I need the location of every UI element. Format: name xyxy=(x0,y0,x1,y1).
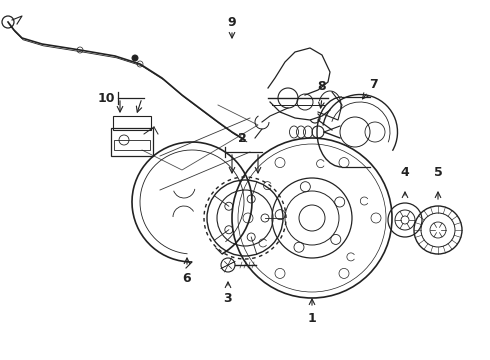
Bar xyxy=(114,140,150,150)
Text: 1: 1 xyxy=(308,311,317,324)
Text: 6: 6 xyxy=(183,271,191,284)
Bar xyxy=(111,128,153,156)
Text: 2: 2 xyxy=(238,131,246,144)
Bar xyxy=(113,116,151,130)
Text: 9: 9 xyxy=(228,15,236,28)
Text: 10: 10 xyxy=(97,91,115,104)
Text: 7: 7 xyxy=(369,77,378,90)
Text: 4: 4 xyxy=(401,166,409,179)
Circle shape xyxy=(132,55,138,61)
Text: 5: 5 xyxy=(434,166,442,179)
Text: 3: 3 xyxy=(224,292,232,305)
Text: 8: 8 xyxy=(318,80,326,93)
